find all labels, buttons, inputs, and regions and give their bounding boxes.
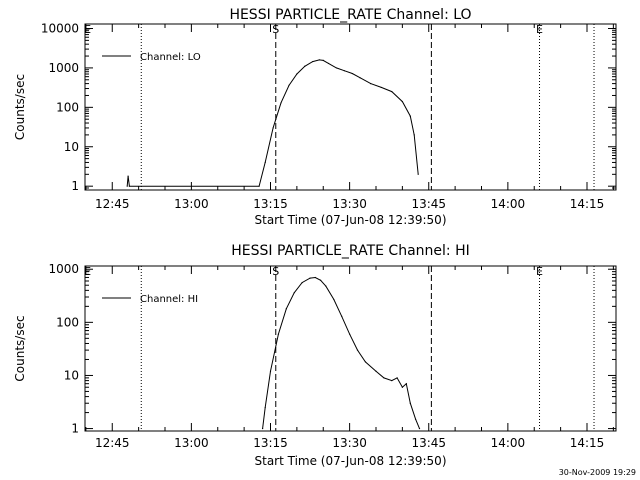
- y-axis-label: Counts/sec: [13, 315, 27, 381]
- data-point: [391, 380, 393, 382]
- y-tick-label: 1: [71, 422, 79, 436]
- x-tick-label: 14:00: [491, 197, 526, 211]
- x-tick-label: 13:15: [253, 197, 288, 211]
- legend-label: Channel: HI: [140, 294, 198, 305]
- data-point: [261, 427, 264, 430]
- timestamp: 30-Nov-2009 19:29: [559, 468, 636, 477]
- x-tick-label: 12:45: [95, 436, 130, 450]
- data-point: [414, 418, 417, 420]
- x-tick-label: 13:30: [332, 197, 367, 211]
- marker-label: S: [272, 23, 279, 36]
- y-tick-label: 10: [64, 140, 79, 154]
- x-axis-label: Start Time (07-Jun-08 12:39:50): [255, 454, 447, 468]
- data-point: [413, 134, 415, 136]
- data-point: [370, 83, 372, 85]
- data-point: [309, 277, 311, 279]
- data-point: [341, 315, 343, 317]
- chart-title: HESSI PARTICLE_RATE Channel: LO: [229, 7, 471, 23]
- x-tick-label: 13:45: [411, 436, 446, 450]
- x-tick-label: 13:15: [253, 436, 288, 450]
- data-point: [264, 161, 266, 164]
- y-tick-label: 10: [64, 368, 79, 382]
- y-tick-label: 1: [71, 179, 79, 193]
- data-point: [359, 77, 361, 79]
- data-point: [285, 308, 287, 310]
- marker-label: E: [84, 23, 91, 36]
- data-point: [343, 70, 345, 72]
- data-point: [127, 175, 129, 177]
- data-point: [327, 62, 330, 65]
- data-point: [258, 185, 260, 187]
- data-point: [364, 361, 367, 363]
- data-point: [322, 59, 324, 62]
- x-tick-label: 13:00: [174, 436, 209, 450]
- y-tick-label: 100: [56, 315, 79, 329]
- data-point: [325, 285, 327, 287]
- data-point: [401, 386, 403, 388]
- data-point: [383, 377, 385, 379]
- data-point: [277, 333, 280, 335]
- data-point: [314, 276, 316, 279]
- data-point: [128, 185, 130, 187]
- x-tick-label: 12:45: [95, 197, 130, 211]
- data-point: [296, 73, 298, 75]
- data-point: [409, 402, 411, 404]
- marker-label: S: [272, 265, 279, 278]
- panel-lo: HESSI PARTICLE_RATE Channel: LO 1 10 100 100…: [13, 7, 617, 227]
- data-point: [264, 406, 266, 409]
- chart-title: HESSI PARTICLE_RATE Channel: HI: [231, 243, 469, 259]
- y-tick-label: 1000: [48, 61, 79, 75]
- y-tick-label: 100: [56, 100, 79, 114]
- series-line: [126, 59, 419, 187]
- x-tick-label: 14:15: [570, 197, 605, 211]
- y-tick-label: 1000: [48, 262, 79, 276]
- x-tick-label: 13:00: [174, 197, 209, 211]
- marker-label: E: [536, 23, 543, 36]
- data-point: [375, 370, 377, 372]
- data-point: [320, 279, 322, 281]
- data-point: [312, 60, 314, 63]
- data-point: [418, 427, 421, 430]
- data-point: [293, 292, 295, 294]
- data-point: [318, 59, 320, 61]
- data-point: [335, 67, 338, 69]
- data-point: [126, 185, 128, 187]
- plot-frame: [84, 265, 617, 432]
- data-point: [405, 383, 407, 385]
- data-point: [401, 100, 403, 103]
- data-point: [356, 349, 359, 351]
- x-tick-label: 13:45: [411, 197, 446, 211]
- marker-label: E: [84, 265, 91, 278]
- data-point: [269, 370, 272, 372]
- data-point: [417, 173, 419, 175]
- y-axis-label: Counts/sec: [13, 74, 27, 140]
- data-point: [272, 127, 274, 129]
- data-point: [333, 298, 335, 301]
- data-point: [409, 115, 411, 117]
- data-point: [396, 377, 398, 379]
- x-tick-label: 14:00: [491, 436, 526, 450]
- data-point: [391, 91, 393, 93]
- panel-hi: HESSI PARTICLE_RATE Channel: HI 1 10 100 100…: [13, 243, 617, 468]
- plot-frame: [84, 23, 617, 191]
- x-tick-label: 14:15: [570, 436, 605, 450]
- data-point: [301, 281, 303, 284]
- data-point: [288, 84, 290, 87]
- series-line: [262, 276, 420, 429]
- data-point: [304, 65, 306, 67]
- data-point: [349, 333, 351, 335]
- y-tick-label: 10000: [41, 21, 79, 35]
- data-point: [380, 86, 382, 89]
- x-axis-label: Start Time (07-Jun-08 12:39:50): [255, 213, 447, 227]
- legend-label: Channel: LO: [140, 52, 201, 63]
- data-point: [280, 102, 282, 104]
- data-point: [351, 72, 353, 75]
- marker-label: E: [536, 265, 543, 278]
- x-tick-label: 13:30: [332, 436, 367, 450]
